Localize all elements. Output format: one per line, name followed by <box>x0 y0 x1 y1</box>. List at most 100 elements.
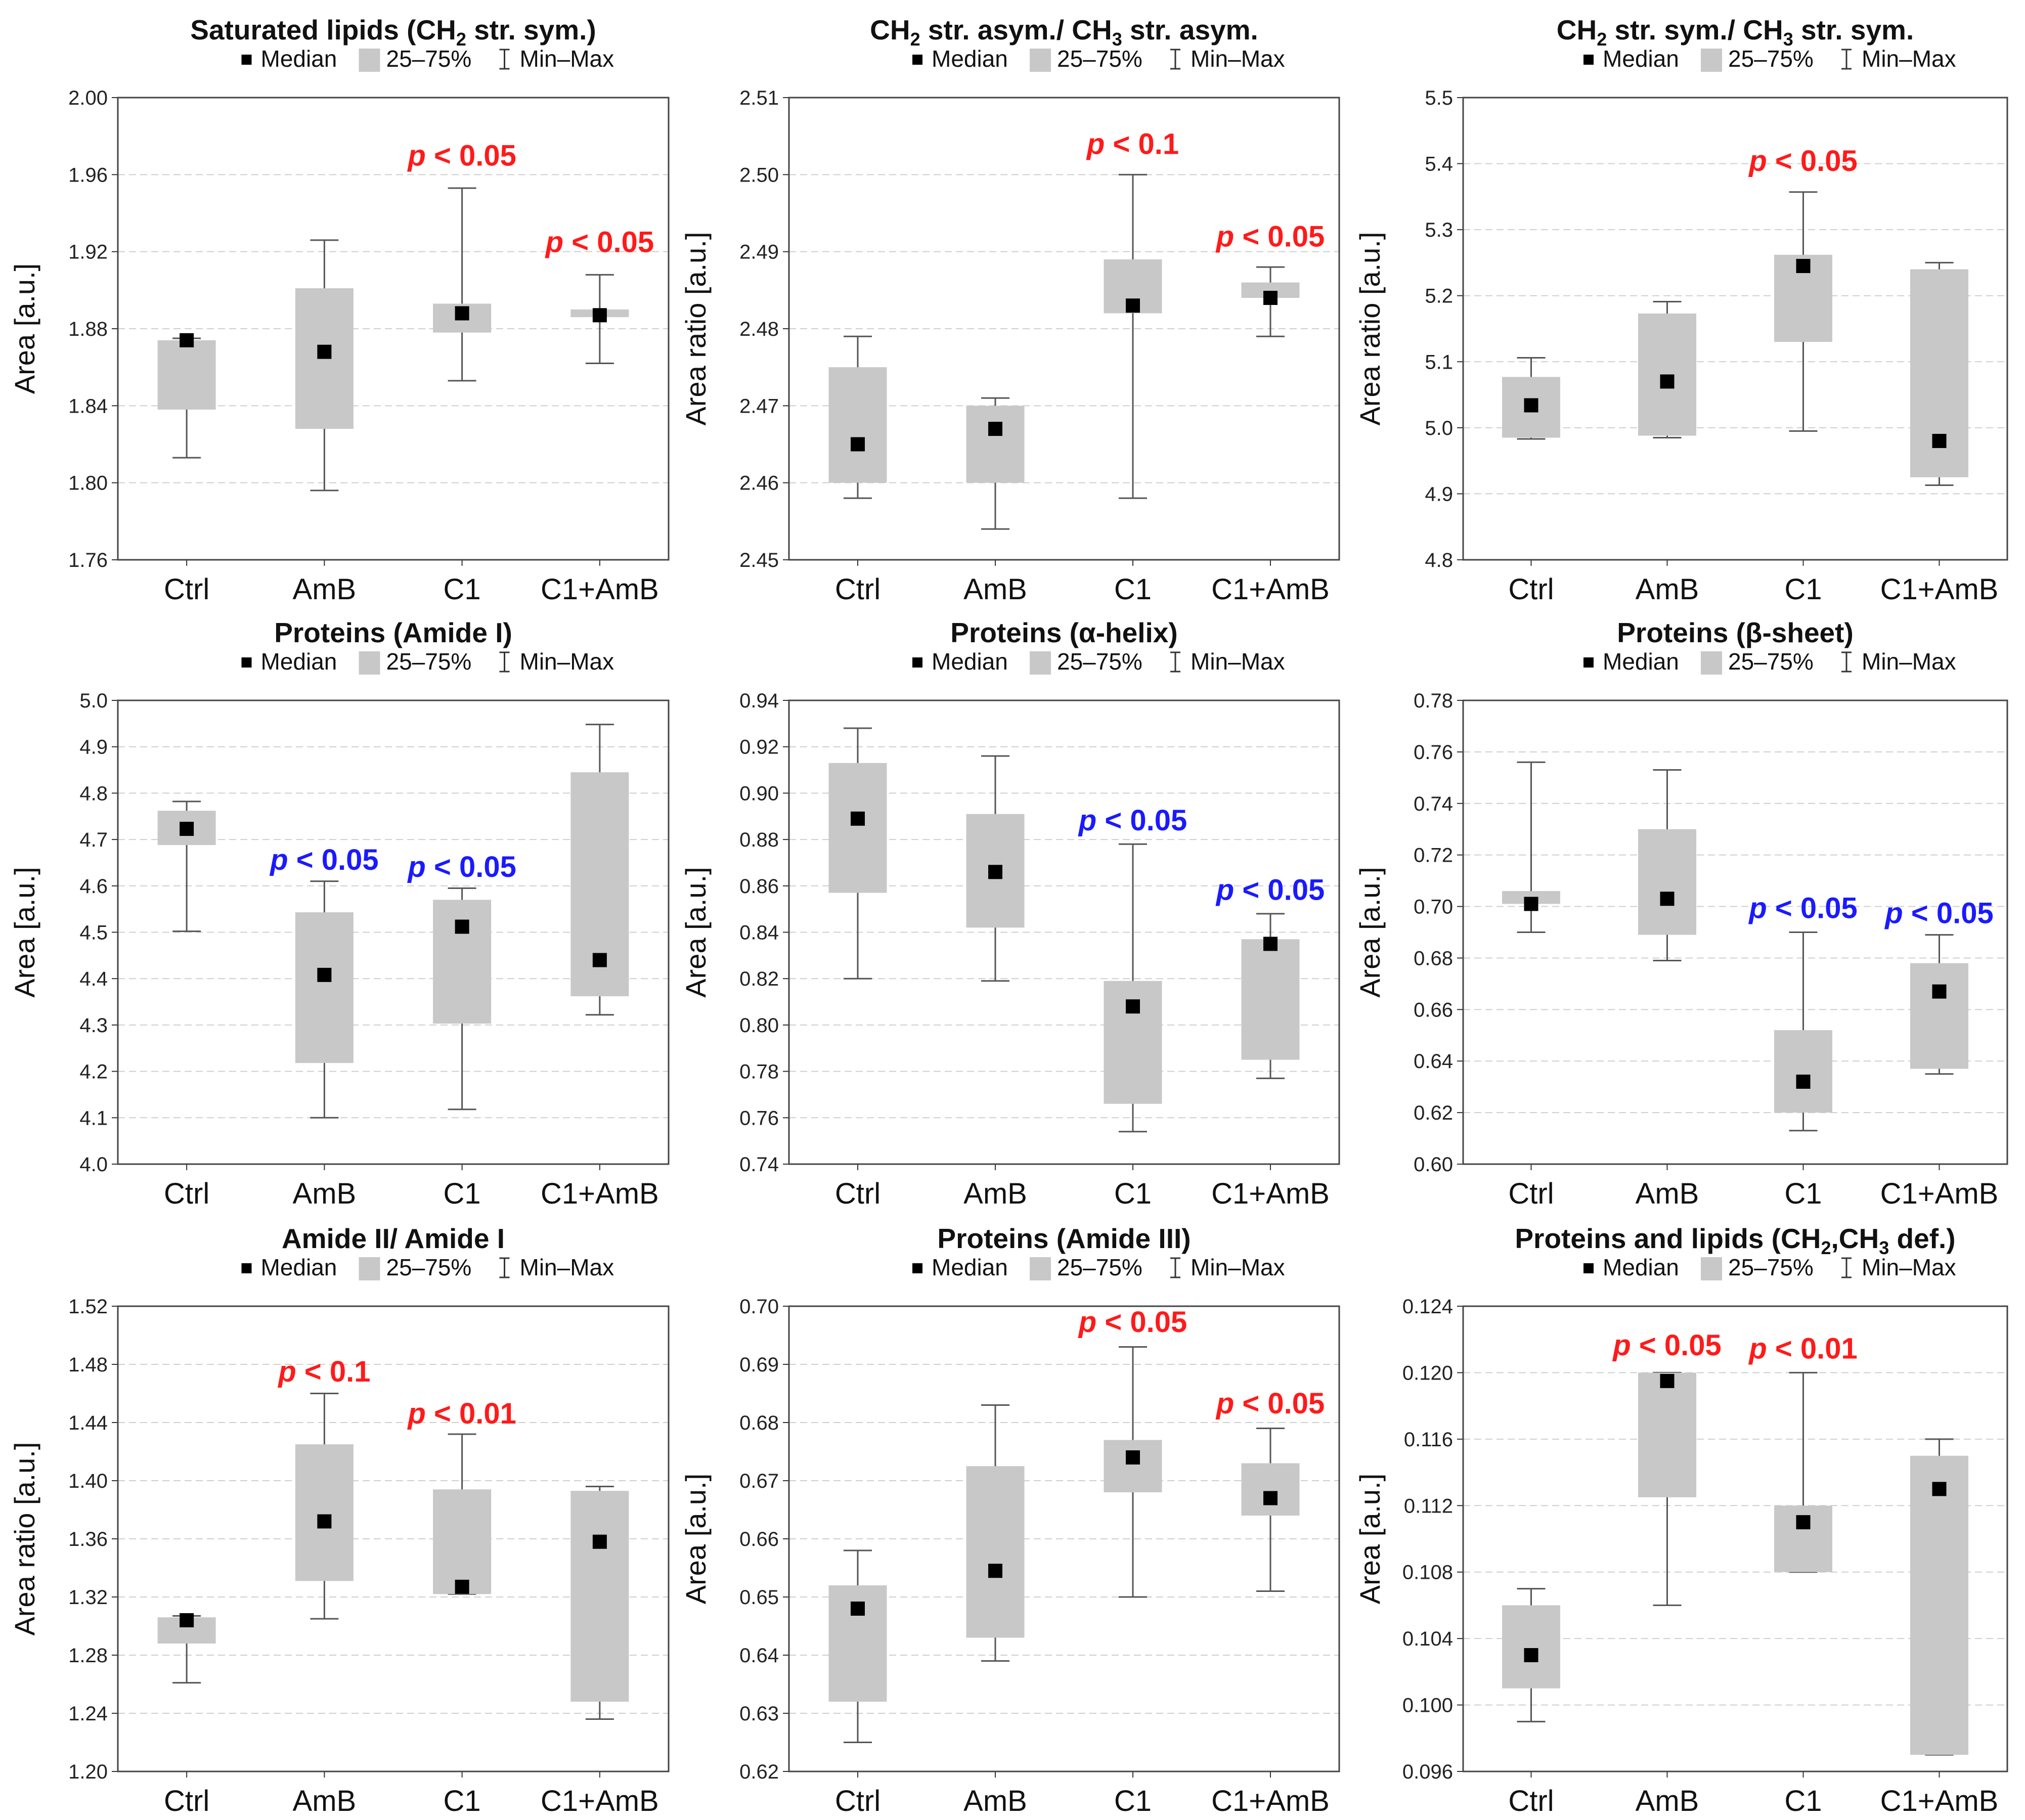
legend-iqr-swatch <box>1701 651 1722 675</box>
p-symbol: p <box>545 226 563 259</box>
box-C1+AmB <box>570 724 629 1016</box>
title-part: 2 <box>1597 29 1607 50</box>
median-marker <box>317 967 332 982</box>
iqr-box <box>1638 829 1696 935</box>
legend-iqr-label: 25–75% <box>1057 1254 1142 1280</box>
median-marker <box>988 1564 1002 1578</box>
y-tick-label: 0.67 <box>739 1470 779 1492</box>
category-label: C1 <box>444 1177 481 1210</box>
chart-title: CH2 str. sym./ CH3 str. sym. <box>1557 14 1914 50</box>
y-tick-label: 0.78 <box>739 1061 779 1083</box>
box-Ctrl <box>157 801 216 933</box>
p-value-annotation: p < 0.05 <box>1748 145 1857 177</box>
plot-frame <box>117 97 670 561</box>
p-value-text: < 0.05 <box>1234 1387 1325 1420</box>
iqr-box <box>1241 1463 1300 1516</box>
y-tick-label: 0.69 <box>739 1354 779 1376</box>
median-marker <box>1524 897 1538 911</box>
legend-range-label: Min–Max <box>520 648 614 675</box>
y-tick-label: 4.9 <box>79 736 108 759</box>
y-tick-label: 4.8 <box>1425 549 1453 571</box>
median-marker <box>1932 984 1947 999</box>
y-tick-label: 5.0 <box>79 690 108 712</box>
p-value-annotation: p < 0.1 <box>1086 127 1179 160</box>
box-Ctrl <box>828 727 887 980</box>
y-axis-label: Area [a.u.] <box>9 867 40 997</box>
category-label: C1+AmB <box>1211 1785 1330 1817</box>
y-tick-label: 0.63 <box>739 1703 779 1725</box>
median-marker <box>317 344 332 359</box>
legend-iqr-label: 25–75% <box>386 46 472 72</box>
p-value-text: < 0.05 <box>1631 1329 1722 1362</box>
y-tick-label: 0.76 <box>739 1107 779 1129</box>
legend-iqr-swatch <box>1030 1257 1051 1280</box>
box-C1+AmB <box>1241 266 1300 337</box>
legend-iqr-label: 25–75% <box>1057 648 1142 675</box>
box-C1 <box>1774 931 1832 1132</box>
legend-iqr-swatch <box>359 49 380 72</box>
category-label: Ctrl <box>164 1177 209 1210</box>
p-value-annotation: p < 0.05 <box>1215 874 1325 907</box>
box-C1+AmB <box>1910 261 1968 486</box>
box-C1 <box>1774 191 1832 432</box>
legend-iqr-swatch <box>1701 49 1722 72</box>
p-value-annotation: p < 0.05 <box>1078 1306 1187 1339</box>
iqr-box <box>1241 939 1300 1060</box>
legend-range-label: Min–Max <box>1191 46 1285 72</box>
category-label: AmB <box>293 1177 357 1210</box>
p-symbol: p <box>407 851 425 883</box>
legend: Median 25–75% Min–Max <box>1583 1254 1956 1280</box>
y-tick-label: 0.60 <box>1414 1153 1453 1176</box>
y-tick-label: 0.84 <box>739 922 779 944</box>
y-tick-label: 0.124 <box>1402 1296 1453 1318</box>
p-symbol: p <box>1078 804 1096 837</box>
p-value-text: < 0.05 <box>288 844 379 876</box>
p-value-annotation: p < 0.01 <box>1748 1333 1857 1365</box>
category-label: C1 <box>1114 573 1152 606</box>
y-axis-label: Area [a.u.] <box>9 263 40 394</box>
chart-panel-9: Proteins and lipids (CH2,CH3 def.)Median… <box>1354 1223 2008 1817</box>
chart-panel-2: CH2 str. asym./ CH3 str. asym.Median 25–7… <box>680 14 1340 606</box>
p-value-text: < 0.1 <box>1105 127 1179 160</box>
y-tick-label: 0.74 <box>1414 793 1453 815</box>
box-C1 <box>1774 1371 1832 1573</box>
legend-iqr-swatch <box>359 651 380 675</box>
y-tick-label: 5.3 <box>1425 219 1453 241</box>
chart-title: Proteins (α-helix) <box>950 617 1177 648</box>
y-tick-label: 0.096 <box>1402 1761 1453 1783</box>
p-symbol: p <box>1086 127 1105 160</box>
y-tick-label: 0.76 <box>1414 741 1453 764</box>
median-marker <box>851 437 865 452</box>
y-tick-label: 1.28 <box>68 1645 108 1667</box>
y-tick-label: 1.40 <box>68 1470 108 1492</box>
legend-median-label: Median <box>261 46 337 72</box>
box-AmB <box>966 755 1025 982</box>
median-marker <box>1126 298 1140 313</box>
iqr-box <box>433 1489 492 1594</box>
p-value-text: < 0.05 <box>1096 1306 1187 1339</box>
p-value-text: < 0.01 <box>1767 1333 1858 1365</box>
y-tick-label: 2.50 <box>739 164 779 186</box>
legend-median-label: Median <box>932 46 1008 72</box>
median-marker <box>455 919 469 934</box>
y-tick-label: 4.2 <box>79 1061 108 1083</box>
median-marker <box>180 1613 194 1627</box>
legend-median-label: Median <box>261 648 337 675</box>
iqr-box <box>295 912 354 1063</box>
title-part: Proteins (Amide I) <box>274 617 512 648</box>
box-C1 <box>1104 1346 1162 1598</box>
title-part: Proteins (β-sheet) <box>1617 617 1854 648</box>
p-value-annotation: p < 0.05 <box>1215 220 1325 253</box>
category-label: AmB <box>1636 1177 1699 1210</box>
p-value-annotation: p < 0.05 <box>1078 804 1187 837</box>
chart-title: CH2 str. asym./ CH3 str. asym. <box>870 14 1258 50</box>
median-marker <box>1932 1482 1947 1496</box>
y-tick-label: 1.92 <box>68 241 108 263</box>
median-marker <box>988 422 1002 436</box>
box-AmB <box>1638 769 1696 962</box>
p-symbol: p <box>407 1397 425 1430</box>
title-part: str. sym. <box>1793 14 1914 46</box>
y-tick-label: 1.48 <box>68 1354 108 1376</box>
y-tick-label: 5.1 <box>1425 351 1453 373</box>
median-marker <box>1263 937 1278 951</box>
